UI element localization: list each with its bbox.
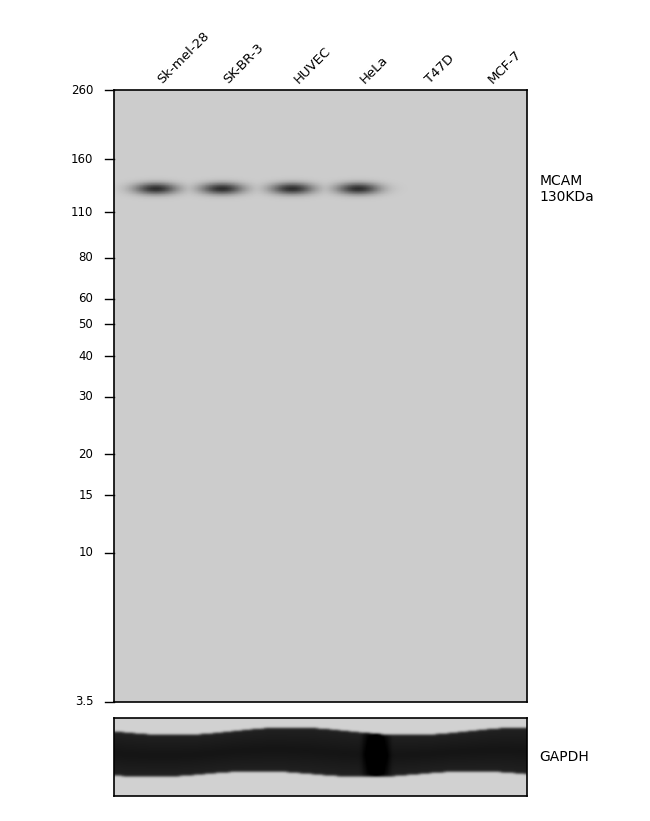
- Text: 20: 20: [79, 448, 94, 461]
- Text: 3.5: 3.5: [75, 695, 94, 709]
- Text: 30: 30: [79, 391, 94, 403]
- Text: GAPDH: GAPDH: [540, 750, 590, 764]
- Text: MCF-7: MCF-7: [485, 48, 524, 86]
- Text: 40: 40: [79, 350, 94, 363]
- Text: MCAM
130KDa: MCAM 130KDa: [540, 173, 594, 204]
- Text: 80: 80: [79, 251, 94, 264]
- Text: 50: 50: [79, 318, 94, 331]
- Text: T47D: T47D: [423, 53, 458, 86]
- Text: 260: 260: [71, 84, 94, 97]
- Text: SK-BR-3: SK-BR-3: [221, 41, 266, 86]
- Text: 110: 110: [71, 206, 94, 219]
- Text: 15: 15: [79, 488, 94, 502]
- Text: HeLa: HeLa: [358, 53, 390, 86]
- Text: 160: 160: [71, 153, 94, 166]
- Text: 10: 10: [79, 547, 94, 559]
- Text: HUVEC: HUVEC: [291, 44, 333, 86]
- Text: Sk-mel-28: Sk-mel-28: [155, 30, 212, 86]
- Text: 60: 60: [79, 292, 94, 305]
